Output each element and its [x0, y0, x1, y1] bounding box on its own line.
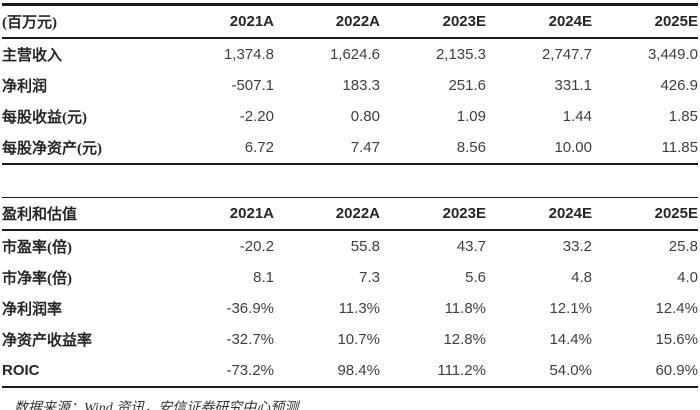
- cell-value: 2,135.3: [435, 46, 486, 63]
- cell-value: 1,624.6: [329, 46, 380, 63]
- column-header-2023e: 2023E: [442, 205, 486, 222]
- cell-value: 331.1: [554, 77, 592, 94]
- cell-value: 1,374.8: [223, 46, 274, 63]
- table-row-bvps: 每股净资产(元) 6.72 7.47 8.56 10.00 11.85: [2, 132, 698, 164]
- cell-value: 10.7%: [337, 331, 380, 348]
- cell-value: 5.6: [465, 269, 486, 286]
- row-label: 净利润率: [2, 302, 63, 318]
- cell-value: 25.8: [668, 238, 698, 255]
- cell-value: 4.8: [571, 269, 592, 286]
- table-header-row: 盈利和估值 2021A 2022A 2023E 2024E 2025E: [2, 198, 698, 230]
- cell-value: -20.2: [239, 238, 274, 255]
- cell-value: 55.8: [350, 238, 380, 255]
- cell-value: 98.4%: [337, 362, 380, 379]
- cell-value: 3,449.0: [647, 46, 698, 63]
- row-label: 市净率(倍): [2, 271, 72, 287]
- cell-value: 7.47: [350, 139, 380, 156]
- cell-value: -32.7%: [226, 331, 274, 348]
- column-header-2025e: 2025E: [654, 13, 698, 30]
- cell-value: 8.1: [253, 269, 274, 286]
- table-row-pe-ratio: 市盈率(倍) -20.2 55.8 43.7 33.2 25.8: [2, 230, 698, 262]
- row-label: 每股净资产(元): [2, 141, 102, 157]
- cell-value: 43.7: [456, 238, 486, 255]
- table-row-eps: 每股收益(元) -2.20 0.80 1.09 1.44 1.85: [2, 101, 698, 132]
- cell-value: 111.2%: [437, 362, 486, 379]
- cell-value: 10.00: [554, 139, 592, 156]
- cell-value: 426.9: [660, 77, 698, 94]
- row-label: 净利润: [2, 79, 48, 95]
- cell-value: 2,747.7: [541, 46, 592, 63]
- cell-value: 12.8%: [443, 331, 486, 348]
- cell-value: 33.2: [562, 238, 592, 255]
- cell-value: 8.56: [456, 139, 486, 156]
- cell-value: -36.9%: [226, 300, 274, 317]
- cell-value: -507.1: [231, 77, 274, 94]
- income-forecast-table: (百万元) 2021A 2022A 2023E 2024E 2025E 主营收入…: [2, 3, 698, 165]
- valuation-table: 盈利和估值 2021A 2022A 2023E 2024E 2025E 市盈率(…: [2, 197, 698, 388]
- cell-value: 6.72: [244, 139, 274, 156]
- table-row-pb-ratio: 市净率(倍) 8.1 7.3 5.6 4.8 4.0: [2, 262, 698, 293]
- cell-value: 4.0: [677, 269, 698, 286]
- cell-value: 1.09: [456, 108, 486, 125]
- row-label: 净资产收益率: [2, 333, 93, 349]
- cell-value: 0.80: [350, 108, 380, 125]
- cell-value: 54.0%: [549, 362, 592, 379]
- cell-value: 14.4%: [549, 331, 592, 348]
- column-header-2024e: 2024E: [548, 205, 592, 222]
- row-label: 主营收入: [2, 48, 63, 64]
- column-header-2023e: 2023E: [442, 13, 486, 30]
- column-header-2025e: 2025E: [654, 205, 698, 222]
- cell-value: 11.8%: [444, 300, 486, 317]
- row-label: ROIC: [2, 362, 40, 379]
- column-header-2021a: 2021A: [229, 13, 274, 30]
- row-label: 市盈率(倍): [2, 240, 72, 256]
- row-label: 每股收益(元): [2, 110, 87, 126]
- cell-value: 7.3: [359, 269, 380, 286]
- cell-value: 15.6%: [655, 331, 698, 348]
- table-row-net-margin: 净利润率 -36.9% 11.3% 11.8% 12.1% 12.4%: [2, 293, 698, 324]
- valuation-table-title: 盈利和估值: [2, 207, 78, 223]
- data-source-note: 数据来源：Wind 资讯，安信证券研究中心预测: [14, 401, 299, 410]
- table-header-row: (百万元) 2021A 2022A 2023E 2024E 2025E: [2, 5, 698, 38]
- cell-value: -2.20: [239, 108, 274, 125]
- cell-value: 11.3%: [338, 300, 380, 317]
- table-row-roe: 净资产收益率 -32.7% 10.7% 12.8% 14.4% 15.6%: [2, 324, 698, 355]
- cell-value: 183.3: [342, 77, 380, 94]
- cell-value: 11.85: [661, 139, 698, 156]
- unit-label: (百万元): [2, 15, 57, 31]
- cell-value: 12.1%: [549, 300, 592, 317]
- table-row-revenue: 主营收入 1,374.8 1,624.6 2,135.3 2,747.7 3,4…: [2, 38, 698, 70]
- cell-value: 60.9%: [655, 362, 698, 379]
- column-header-2022a: 2022A: [335, 205, 380, 222]
- column-header-2024e: 2024E: [548, 13, 592, 30]
- table-row-roic: ROIC -73.2% 98.4% 111.2% 54.0% 60.9%: [2, 355, 698, 387]
- column-header-2021a: 2021A: [229, 205, 274, 222]
- cell-value: 1.44: [562, 108, 592, 125]
- cell-value: 12.4%: [655, 300, 698, 317]
- cell-value: 1.85: [668, 108, 698, 125]
- cell-value: 251.6: [448, 77, 486, 94]
- cell-value: -73.2%: [226, 362, 274, 379]
- column-header-2022a: 2022A: [335, 13, 380, 30]
- table-row-net-profit: 净利润 -507.1 183.3 251.6 331.1 426.9: [2, 70, 698, 101]
